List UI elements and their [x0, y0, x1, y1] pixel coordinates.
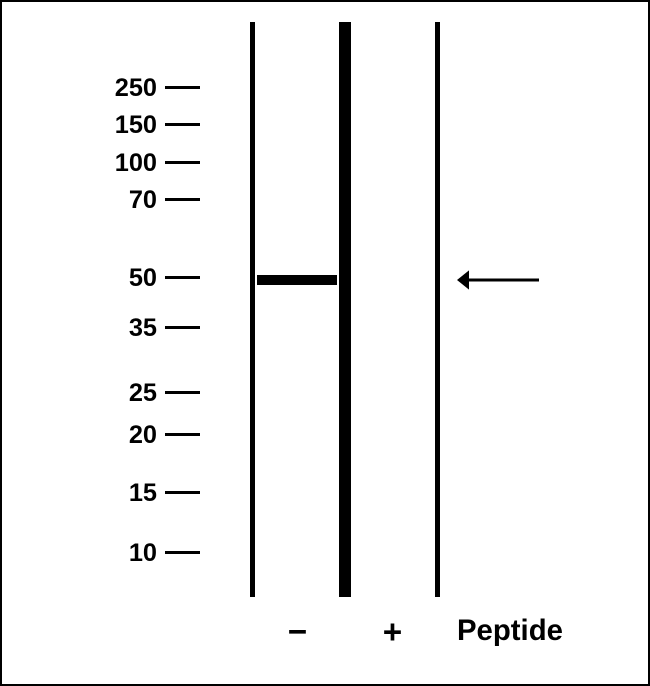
lane-label-plus: + [345, 614, 440, 652]
lane-plus [345, 22, 440, 597]
mw-marker-tick [165, 198, 200, 201]
mw-marker-label: 70 [97, 186, 157, 215]
mw-marker-tick [165, 433, 200, 436]
mw-marker-label: 150 [97, 111, 157, 140]
band-arrow-icon [457, 268, 539, 292]
peptide-label: Peptide [457, 614, 563, 648]
mw-marker-label: 35 [97, 314, 157, 343]
mw-marker-tick [165, 491, 200, 494]
mw-marker-label: 50 [97, 264, 157, 293]
mw-marker-tick [165, 391, 200, 394]
mw-marker-label: 250 [97, 74, 157, 103]
lane-label-minus: − [250, 614, 345, 652]
mw-marker-tick [165, 86, 200, 89]
mw-marker-tick [165, 326, 200, 329]
mw-marker-tick [165, 551, 200, 554]
mw-marker-label: 25 [97, 379, 157, 408]
blot-figure: 250 150 100 70 50 35 25 20 15 10 −+ Peptide [0, 0, 650, 686]
mw-marker-tick [165, 161, 200, 164]
mw-marker-tick [165, 276, 200, 279]
mw-marker-label: 100 [97, 149, 157, 178]
mw-marker-label: 15 [97, 479, 157, 508]
lane-minus [250, 22, 345, 597]
mw-marker-label: 10 [97, 539, 157, 568]
mw-marker-label: 20 [97, 421, 157, 450]
mw-marker-tick [165, 123, 200, 126]
chart-area: 250 150 100 70 50 35 25 20 15 10 −+ Peptide [2, 2, 648, 684]
protein-band [257, 275, 337, 285]
